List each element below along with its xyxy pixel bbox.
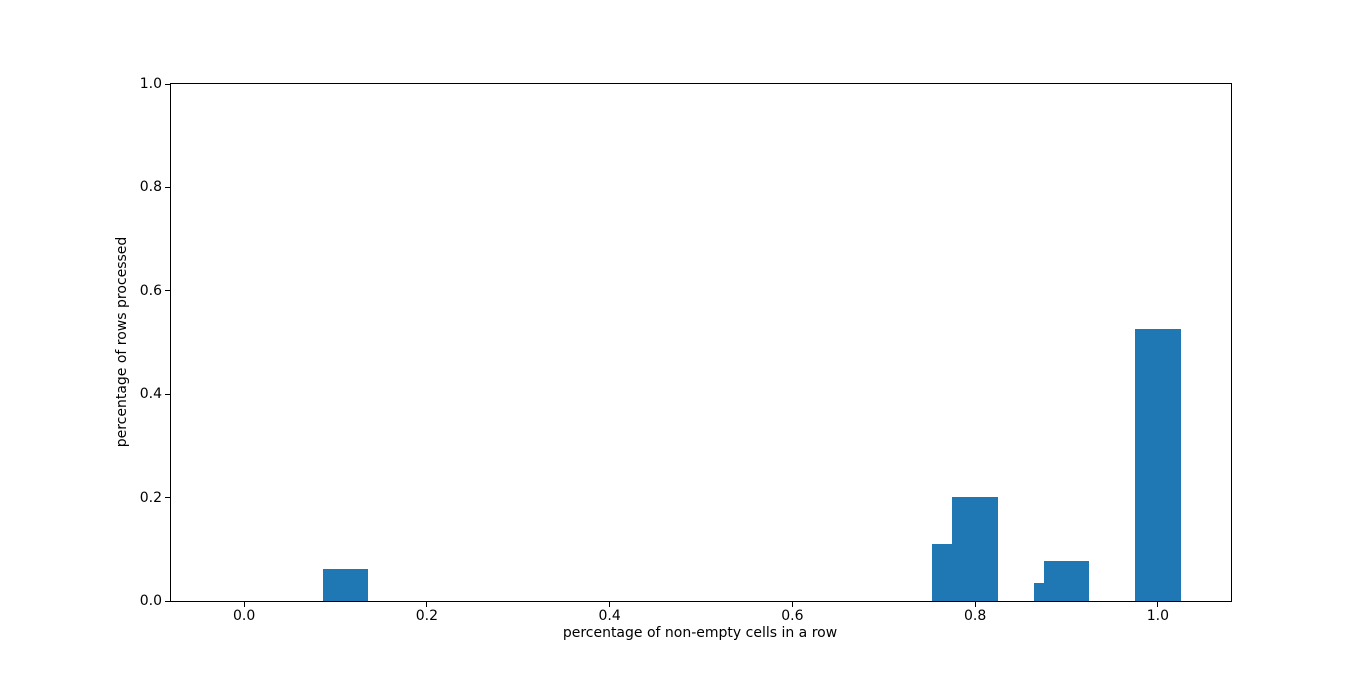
x-tick-label: 0.8 <box>963 608 987 624</box>
x-axis-label: percentage of non-empty cells in a row <box>562 625 838 641</box>
x-tick-mark <box>791 602 793 607</box>
y-tick-label: 1.0 <box>139 76 162 92</box>
x-tick-mark <box>243 602 245 607</box>
y-tick-mark <box>165 497 170 499</box>
bar <box>1135 329 1181 601</box>
y-tick-label: 0.8 <box>139 179 162 196</box>
y-tick-label: 0.2 <box>139 489 162 506</box>
x-tick-mark <box>426 602 428 607</box>
x-tick-mark <box>609 602 611 607</box>
bar <box>322 568 369 601</box>
y-tick-mark <box>165 83 170 85</box>
x-tick-mark <box>974 602 976 607</box>
y-tick-mark <box>165 290 170 292</box>
x-tick-label: 0.4 <box>598 608 621 624</box>
x-tick-label: 1.0 <box>1146 608 1170 624</box>
y-axis-label: percentage of rows processed <box>114 236 130 448</box>
x-tick-label: 0.6 <box>781 608 804 624</box>
x-tick-label: 0.2 <box>415 608 438 624</box>
y-tick-label: 0.0 <box>139 593 162 609</box>
plot-area: 0.0 0.2 0.4 0.6 0.8 1.0 0.0 0.2 0.4 0.6 0.8 1.0 <box>140 77 1232 623</box>
y-tick-label: 0.4 <box>139 386 162 403</box>
y-tick-mark <box>165 186 170 188</box>
x-tick-label: 0.0 <box>232 608 256 624</box>
y-tick-label: 0.6 <box>139 282 162 299</box>
y-tick-mark <box>165 600 170 602</box>
x-tick-mark <box>1157 602 1159 607</box>
bar <box>1043 560 1090 601</box>
y-tick-mark <box>165 393 170 395</box>
bar <box>952 496 998 601</box>
